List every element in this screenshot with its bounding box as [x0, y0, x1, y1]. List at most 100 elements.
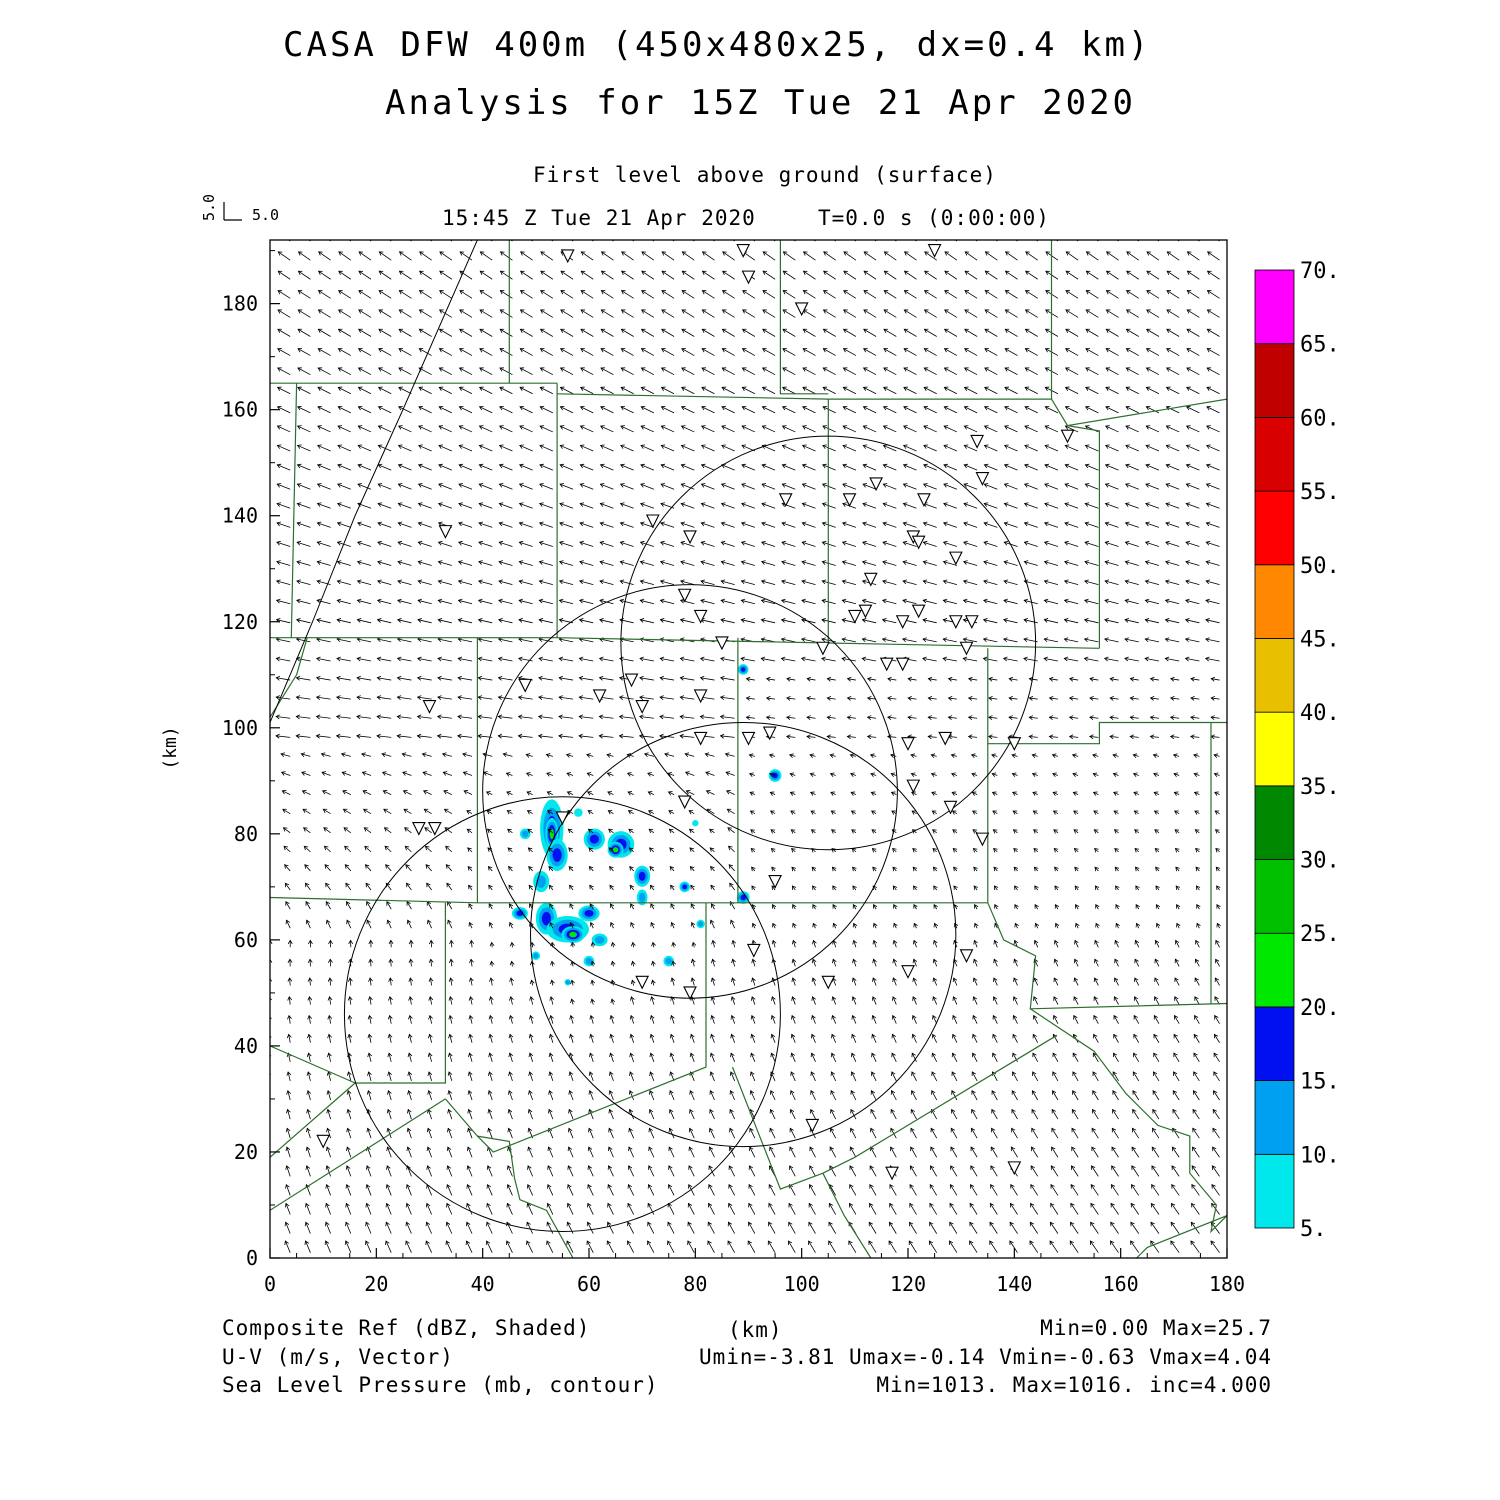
wind-vector — [325, 901, 331, 910]
wind-vector-head — [708, 1146, 714, 1152]
wind-vector — [842, 561, 857, 566]
wind-vector-head — [781, 444, 787, 449]
wind-vector — [377, 696, 392, 700]
wind-vector-head — [266, 1166, 270, 1170]
wind-vector-head — [1014, 922, 1019, 928]
wind-vector-head — [927, 715, 933, 720]
wind-vector — [762, 290, 776, 299]
wind-vector — [751, 885, 756, 891]
wind-vector-head — [580, 270, 586, 275]
wind-vector — [282, 808, 291, 815]
wind-vector — [539, 445, 554, 452]
wind-vector — [357, 464, 372, 471]
wind-vector-head — [305, 1146, 311, 1152]
wind-vector-head — [528, 866, 533, 871]
wind-vector — [1070, 1222, 1079, 1234]
wind-vector — [871, 791, 877, 795]
wind-vector-head — [892, 866, 897, 872]
wind-vector-head — [789, 1108, 795, 1114]
wind-vector-head — [487, 1108, 493, 1114]
wind-vector-head — [846, 715, 852, 720]
wind-vector-head — [498, 579, 503, 585]
wind-vector — [923, 387, 937, 395]
wind-vector-head — [1004, 405, 1009, 411]
wind-vector — [1126, 251, 1139, 261]
wind-vector — [540, 328, 554, 337]
wind-vector-head — [406, 901, 411, 906]
wind-vector — [589, 903, 594, 910]
wind-vector-head — [627, 1221, 632, 1227]
wind-vector — [488, 1071, 493, 1082]
wind-vector — [357, 677, 372, 681]
wind-vector-head — [358, 270, 364, 275]
wind-vector-head — [559, 521, 564, 527]
wind-vector — [296, 658, 311, 662]
wind-vector-head — [485, 1240, 491, 1246]
wind-vector — [270, 336, 271, 337]
wind-vector-head — [607, 791, 612, 796]
wind-vector-head — [671, 941, 677, 947]
wind-vector-head — [701, 367, 707, 372]
wind-vector-head — [600, 425, 605, 430]
wind-vector — [567, 791, 574, 795]
wind-vector-head — [812, 922, 817, 928]
wind-vector — [932, 1034, 938, 1043]
wind-vector — [349, 996, 352, 1005]
wind-vector — [983, 561, 998, 566]
wind-vector-head — [882, 425, 888, 430]
wind-vector — [888, 1240, 897, 1253]
wind-vector — [438, 425, 452, 433]
wind-vector-head — [509, 996, 514, 1001]
wind-vector — [1014, 904, 1018, 910]
wind-vector-head — [276, 444, 282, 449]
wind-vector-head — [822, 309, 828, 314]
wind-vector — [559, 638, 574, 643]
wind-vector-head — [417, 483, 423, 488]
wind-vector — [712, 959, 715, 967]
wind-vector — [607, 1203, 614, 1215]
wind-vector — [1005, 309, 1018, 318]
wind-vector-head — [719, 695, 725, 700]
wind-vector — [580, 445, 594, 452]
wind-vector-head — [630, 960, 636, 966]
wind-vector-head — [482, 752, 488, 758]
wind-vector-head — [871, 810, 876, 815]
wind-vector-head — [588, 847, 593, 852]
wind-vector-head — [701, 425, 706, 430]
wind-vector-head — [892, 958, 898, 964]
wind-vector-head — [438, 386, 444, 391]
wind-vector-head — [550, 960, 555, 966]
wind-vector — [843, 348, 857, 356]
wind-vector-head — [740, 579, 746, 585]
wind-vector — [468, 1090, 473, 1101]
wind-vector-head — [971, 1090, 976, 1095]
wind-vector-head — [811, 958, 817, 964]
wind-vector-head — [340, 752, 346, 758]
wind-vector — [387, 920, 392, 929]
wind-vector-head — [567, 1165, 572, 1170]
wind-vector — [933, 885, 938, 891]
wind-vector-head — [828, 1221, 833, 1227]
wind-vector-head — [538, 618, 544, 623]
wind-vector — [309, 977, 311, 986]
wind-vector — [749, 1146, 756, 1158]
wind-vector — [850, 773, 857, 776]
wind-vector-head — [529, 903, 534, 908]
wind-vector-head — [831, 1033, 836, 1039]
wind-vector-head — [528, 884, 534, 890]
wind-vector-head — [316, 502, 322, 507]
wind-vector — [601, 290, 614, 299]
wind-vector-head — [270, 997, 272, 1001]
wind-vector — [579, 696, 594, 700]
wind-vector-head — [619, 579, 625, 585]
wind-vector-head — [801, 521, 807, 527]
wind-vector-head — [841, 618, 847, 623]
wind-vector — [872, 996, 877, 1005]
wind-vector — [842, 483, 857, 490]
wind-vector-head — [829, 753, 835, 759]
wind-vector — [721, 561, 735, 566]
wind-vector — [801, 658, 816, 662]
wind-vector — [498, 561, 513, 566]
wind-vector — [810, 1090, 816, 1101]
wind-vector — [459, 270, 473, 280]
